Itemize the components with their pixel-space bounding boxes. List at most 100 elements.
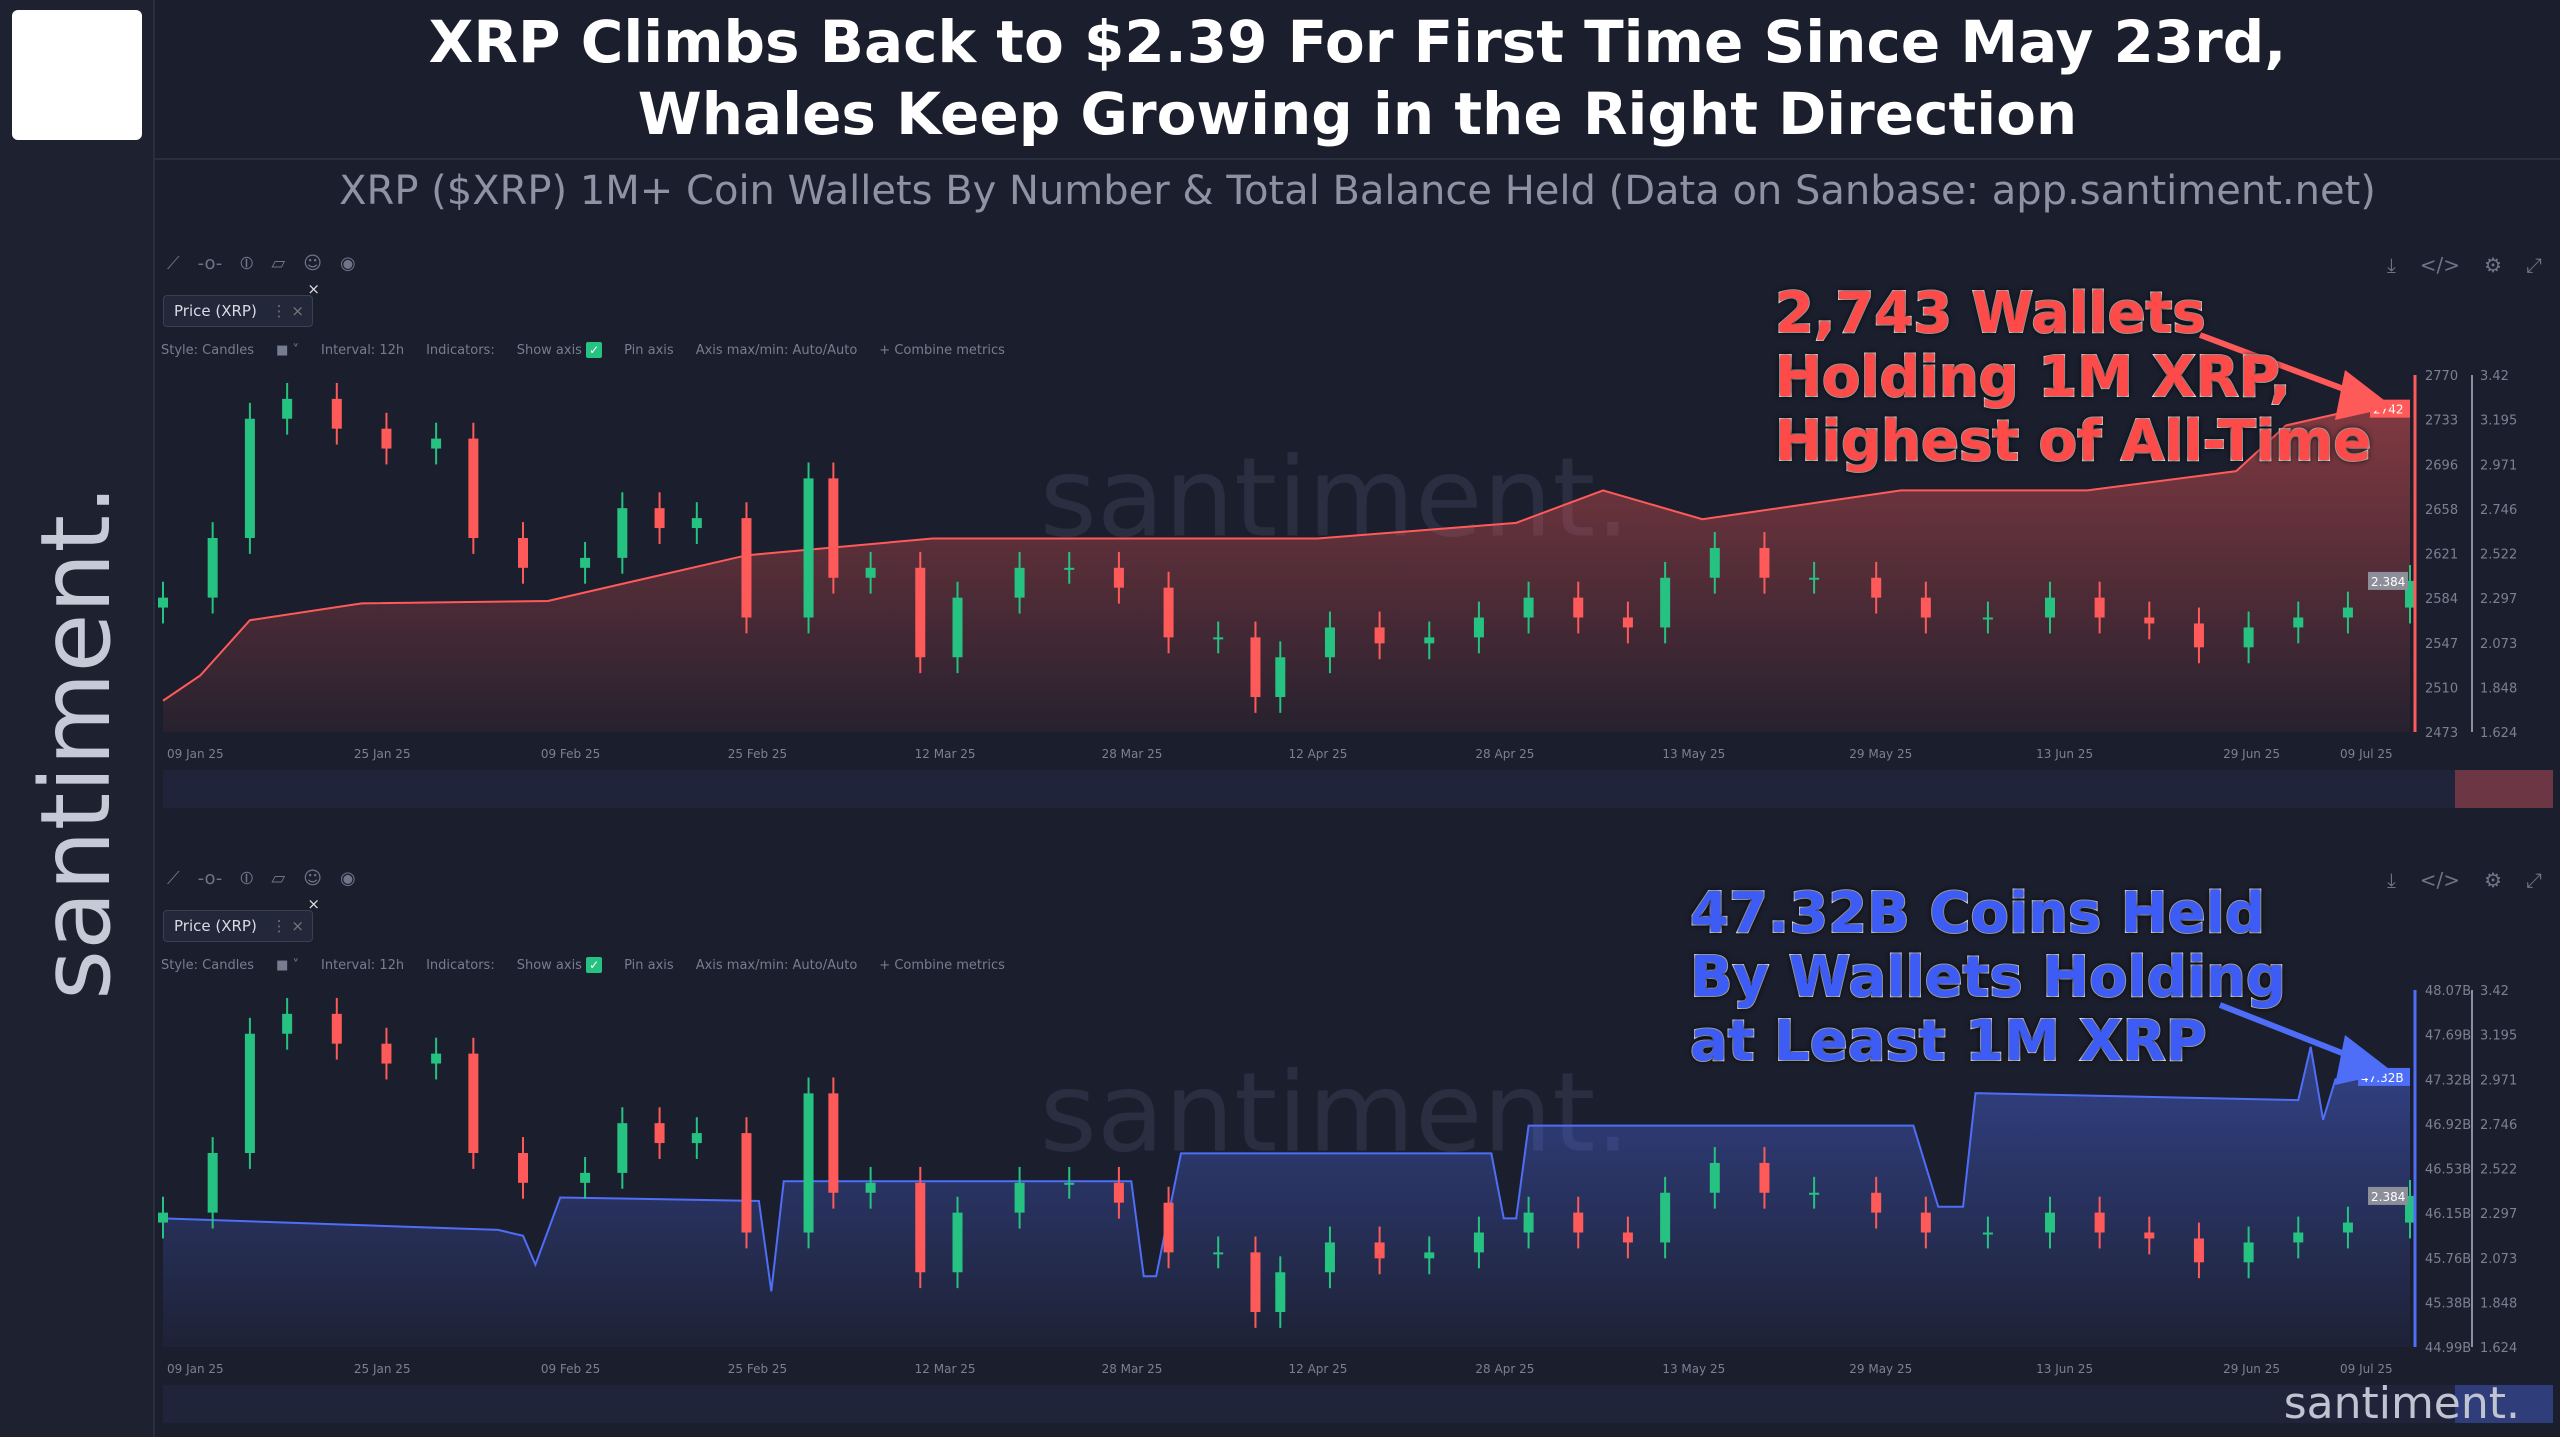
horizontal-ray-icon[interactable]: -o-: [197, 868, 223, 889]
candle[interactable]: [1809, 1192, 1820, 1195]
show-axis-toggle[interactable]: Show axis ✓: [517, 957, 603, 973]
candle[interactable]: [158, 597, 168, 608]
note-icon[interactable]: ▱: [271, 253, 286, 274]
candle[interactable]: [1064, 567, 1075, 570]
candle[interactable]: [2044, 597, 2055, 618]
candle[interactable]: [518, 537, 529, 568]
interval-select[interactable]: Interval: 12h: [321, 342, 405, 358]
candle[interactable]: [915, 567, 926, 658]
candle[interactable]: [2193, 623, 2204, 648]
candle[interactable]: [207, 1152, 218, 1213]
checkbox-checked[interactable]: ✓: [586, 957, 603, 973]
candle[interactable]: [1324, 1242, 1335, 1273]
candle[interactable]: [1982, 1232, 1993, 1235]
candle[interactable]: [1709, 1162, 1720, 1193]
candle[interactable]: [2144, 617, 2155, 624]
candle[interactable]: [580, 1172, 591, 1183]
candle[interactable]: [431, 438, 442, 449]
candle[interactable]: [2405, 580, 2415, 608]
metric-tag[interactable]: Price (XRP) ⋮ × ×: [163, 280, 320, 327]
candle[interactable]: [2144, 1232, 2155, 1239]
candle[interactable]: [2193, 1238, 2204, 1263]
candle[interactable]: [331, 1013, 342, 1044]
metric-line[interactable]: [162, 1046, 2411, 1292]
close-icon[interactable]: ×: [307, 895, 320, 913]
candle[interactable]: [2342, 1222, 2353, 1233]
vertical-line-icon[interactable]: ⦶: [240, 868, 254, 889]
candle[interactable]: [2405, 1195, 2415, 1223]
note-icon[interactable]: ▱: [271, 868, 286, 889]
candle[interactable]: [1374, 627, 1385, 644]
download-icon[interactable]: ⤓: [2386, 868, 2396, 892]
candle[interactable]: [282, 398, 293, 419]
pin-axis-toggle[interactable]: Pin axis: [624, 342, 674, 358]
candle[interactable]: [1250, 637, 1261, 698]
candle[interactable]: [1163, 1202, 1174, 1253]
embed-code-icon[interactable]: </>: [2419, 253, 2461, 277]
candle[interactable]: [952, 1212, 963, 1273]
emoji-icon[interactable]: ☺: [303, 868, 322, 889]
candle[interactable]: [1014, 1182, 1025, 1213]
candle[interactable]: [282, 1013, 293, 1034]
candle[interactable]: [381, 428, 392, 449]
candle[interactable]: [654, 508, 665, 529]
candle[interactable]: [865, 567, 876, 578]
candle[interactable]: [331, 398, 342, 429]
style-select[interactable]: Style: Candles: [161, 342, 255, 358]
combine-metrics-button[interactable]: + Combine metrics: [879, 342, 1005, 358]
eye-icon[interactable]: ◉: [339, 868, 356, 889]
style-select[interactable]: Style: Candles: [161, 957, 255, 973]
candle[interactable]: [654, 1123, 665, 1144]
candle[interactable]: [1573, 1212, 1584, 1233]
candle[interactable]: [207, 537, 218, 598]
candle[interactable]: [803, 1093, 814, 1233]
line-tool-icon[interactable]: ⟋: [167, 253, 180, 274]
candle[interactable]: [741, 518, 752, 618]
candle[interactable]: [1163, 587, 1174, 638]
metric-tag[interactable]: Price (XRP) ⋮ × ×: [163, 895, 320, 942]
candle[interactable]: [2094, 597, 2105, 618]
candle[interactable]: [1424, 637, 1435, 644]
candle[interactable]: [691, 518, 702, 529]
candle[interactable]: [1660, 577, 1671, 628]
candle[interactable]: [1523, 1212, 1534, 1233]
checkbox-checked[interactable]: ✓: [586, 342, 603, 358]
eye-icon[interactable]: ◉: [339, 253, 356, 274]
close-icon[interactable]: ⋮ ×: [271, 302, 304, 320]
axis-minmax-select[interactable]: Axis max/min: Auto/Auto: [695, 957, 858, 973]
emoji-icon[interactable]: ☺: [303, 253, 322, 274]
candle[interactable]: [1759, 547, 1770, 578]
horizontal-ray-icon[interactable]: -o-: [197, 253, 223, 274]
candle[interactable]: [2094, 1212, 2105, 1233]
candle[interactable]: [2243, 1242, 2254, 1263]
candle[interactable]: [244, 1033, 255, 1153]
candle[interactable]: [1275, 1272, 1286, 1313]
indicators-select[interactable]: Indicators:: [426, 342, 495, 358]
candle[interactable]: [1275, 657, 1286, 698]
candle[interactable]: [828, 1093, 839, 1193]
metric-line[interactable]: [162, 407, 2410, 702]
candle[interactable]: [1213, 1252, 1224, 1255]
candle[interactable]: [1064, 1182, 1075, 1185]
gear-icon[interactable]: ⚙: [2484, 253, 2502, 277]
color-select[interactable]: ■ ˅: [276, 957, 300, 973]
candle[interactable]: [2342, 607, 2353, 618]
candle[interactable]: [1982, 617, 1993, 620]
candle[interactable]: [741, 1133, 752, 1233]
candle[interactable]: [158, 1212, 168, 1223]
candle[interactable]: [1622, 617, 1633, 628]
indicators-select[interactable]: Indicators:: [426, 957, 495, 973]
candle[interactable]: [617, 1123, 628, 1173]
candle[interactable]: [381, 1043, 392, 1064]
candle[interactable]: [1759, 1162, 1770, 1193]
navigator[interactable]: [163, 770, 2553, 808]
candle[interactable]: [518, 1152, 529, 1183]
candle[interactable]: [1473, 1232, 1484, 1253]
candle[interactable]: [1113, 1182, 1124, 1203]
navigator-handle[interactable]: [2455, 1385, 2553, 1423]
candle[interactable]: [1374, 1242, 1385, 1259]
candle[interactable]: [1871, 1192, 1882, 1213]
embed-code-icon[interactable]: </>: [2419, 868, 2461, 892]
candle[interactable]: [1709, 547, 1720, 578]
axis-minmax-select[interactable]: Axis max/min: Auto/Auto: [695, 342, 858, 358]
